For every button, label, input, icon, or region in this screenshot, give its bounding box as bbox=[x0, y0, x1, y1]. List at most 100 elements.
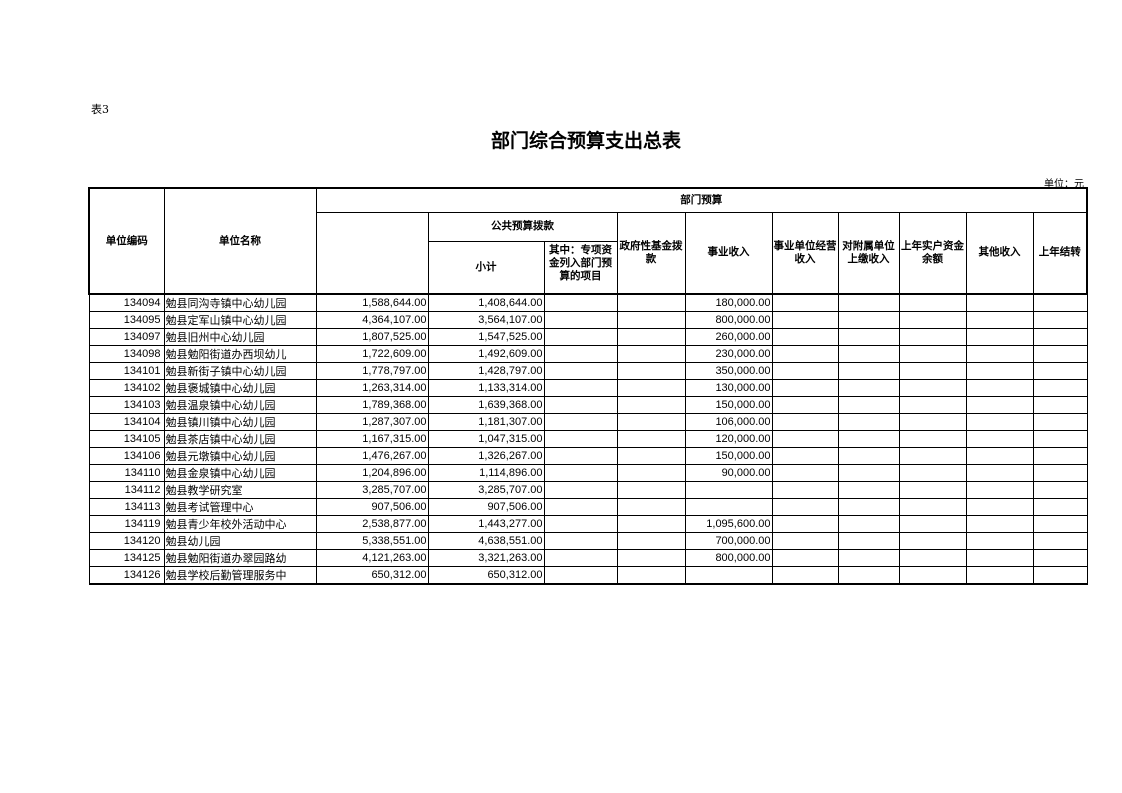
cell-empty bbox=[616, 311, 686, 329]
cell-code: 134103 bbox=[88, 396, 165, 414]
cell-code: 134110 bbox=[88, 464, 165, 482]
cell-name: 勉县定军山镇中心幼儿园 bbox=[163, 311, 317, 329]
cell-empty bbox=[965, 447, 1034, 465]
cell-empty bbox=[1032, 566, 1088, 585]
cell-empty bbox=[837, 481, 900, 499]
cell-business: 130,000.00 bbox=[684, 379, 773, 397]
cell-empty bbox=[898, 430, 967, 448]
cell-empty bbox=[837, 430, 900, 448]
cell-empty bbox=[837, 498, 900, 516]
cell-empty bbox=[837, 549, 900, 567]
cell-empty bbox=[543, 413, 618, 431]
cell-subtotal: 1,114,896.00 bbox=[427, 464, 545, 482]
cell-empty bbox=[616, 413, 686, 431]
cell-business: 106,000.00 bbox=[684, 413, 773, 431]
cell-business: 800,000.00 bbox=[684, 549, 773, 567]
cell-business: 260,000.00 bbox=[684, 328, 773, 346]
cell-empty bbox=[543, 311, 618, 329]
header-total bbox=[315, 211, 429, 295]
cell-name: 勉县同沟寺镇中心幼儿园 bbox=[163, 293, 317, 312]
cell-business: 150,000.00 bbox=[684, 396, 773, 414]
table-row: 134097 勉县旧州中心幼儿园 1,807,525.00 1,547,525.00 2… bbox=[88, 328, 1088, 346]
cell-name: 勉县学校后勤管理服务中 bbox=[163, 566, 317, 585]
cell-business: 350,000.00 bbox=[684, 362, 773, 380]
cell-total: 1,807,525.00 bbox=[315, 328, 429, 346]
cell-empty bbox=[965, 396, 1034, 414]
cell-empty bbox=[898, 481, 967, 499]
cell-code: 134119 bbox=[88, 515, 165, 533]
cell-empty bbox=[543, 345, 618, 363]
cell-empty bbox=[616, 396, 686, 414]
cell-empty bbox=[616, 362, 686, 380]
cell-name: 勉县金泉镇中心幼儿园 bbox=[163, 464, 317, 482]
cell-empty bbox=[1032, 345, 1088, 363]
cell-empty bbox=[965, 515, 1034, 533]
cell-code: 134094 bbox=[88, 293, 165, 312]
page-title: 部门综合预算支出总表 bbox=[490, 130, 681, 152]
cell-empty bbox=[898, 345, 967, 363]
cell-empty bbox=[543, 396, 618, 414]
cell-empty bbox=[898, 532, 967, 550]
cell-empty bbox=[543, 549, 618, 567]
cell-empty bbox=[616, 430, 686, 448]
cell-empty bbox=[771, 413, 839, 431]
header-subtotal: 小计 bbox=[427, 240, 545, 295]
cell-business bbox=[684, 498, 773, 516]
cell-empty bbox=[1032, 447, 1088, 465]
cell-empty bbox=[771, 498, 839, 516]
cell-total: 1,476,267.00 bbox=[315, 447, 429, 465]
cell-empty bbox=[1032, 549, 1088, 567]
cell-empty bbox=[837, 293, 900, 312]
cell-empty bbox=[837, 566, 900, 585]
cell-business: 150,000.00 bbox=[684, 447, 773, 465]
cell-total: 1,722,609.00 bbox=[315, 345, 429, 363]
cell-empty bbox=[965, 413, 1034, 431]
header-special: 其中：专项资金列入部门预算的项目 bbox=[549, 243, 612, 282]
cell-empty bbox=[1032, 430, 1088, 448]
cell-empty bbox=[1032, 515, 1088, 533]
table-row: 134106 勉县元墩镇中心幼儿园 1,476,267.00 1,326,267.00… bbox=[88, 447, 1088, 465]
cell-empty bbox=[771, 345, 839, 363]
table-row: 134125 勉县勉阳街道办翠园路幼 4,121,263.00 3,321,263.0… bbox=[88, 549, 1088, 567]
cell-empty bbox=[771, 481, 839, 499]
cell-empty bbox=[1032, 532, 1088, 550]
table-row: 134103 勉县温泉镇中心幼儿园 1,789,368.00 1,639,368.00… bbox=[88, 396, 1088, 414]
cell-name: 勉县茶店镇中心幼儿园 bbox=[163, 430, 317, 448]
cell-empty bbox=[898, 549, 967, 567]
cell-empty bbox=[543, 464, 618, 482]
cell-empty bbox=[898, 566, 967, 585]
cell-empty bbox=[1032, 498, 1088, 516]
cell-empty bbox=[898, 311, 967, 329]
cell-subtotal: 1,443,277.00 bbox=[427, 515, 545, 533]
cell-empty bbox=[616, 549, 686, 567]
cell-empty bbox=[543, 379, 618, 397]
cell-subtotal: 1,547,525.00 bbox=[427, 328, 545, 346]
cell-empty bbox=[898, 464, 967, 482]
cell-name: 勉县勉阳街道办西坝幼儿 bbox=[163, 345, 317, 363]
header-prior-balance: 上年实户资金余额 bbox=[898, 211, 967, 295]
cell-total: 5,338,551.00 bbox=[315, 532, 429, 550]
cell-code: 134105 bbox=[88, 430, 165, 448]
cell-code: 134125 bbox=[88, 549, 165, 567]
cell-subtotal: 3,321,263.00 bbox=[427, 549, 545, 567]
cell-name: 勉县元墩镇中心幼儿园 bbox=[163, 447, 317, 465]
cell-empty bbox=[543, 498, 618, 516]
cell-empty bbox=[543, 430, 618, 448]
cell-empty bbox=[616, 566, 686, 585]
header-gov-fund: 政府性基金拨款 bbox=[616, 211, 686, 295]
cell-empty bbox=[965, 464, 1034, 482]
cell-empty bbox=[543, 566, 618, 585]
cell-empty bbox=[965, 481, 1034, 499]
cell-code: 134112 bbox=[88, 481, 165, 499]
cell-empty bbox=[898, 293, 967, 312]
cell-empty bbox=[837, 447, 900, 465]
cell-empty bbox=[771, 566, 839, 585]
cell-empty bbox=[898, 328, 967, 346]
cell-empty bbox=[1032, 362, 1088, 380]
cell-empty bbox=[771, 293, 839, 312]
cell-empty bbox=[965, 430, 1034, 448]
cell-name: 勉县幼儿园 bbox=[163, 532, 317, 550]
cell-business: 180,000.00 bbox=[684, 293, 773, 312]
cell-code: 134097 bbox=[88, 328, 165, 346]
cell-empty bbox=[965, 532, 1034, 550]
